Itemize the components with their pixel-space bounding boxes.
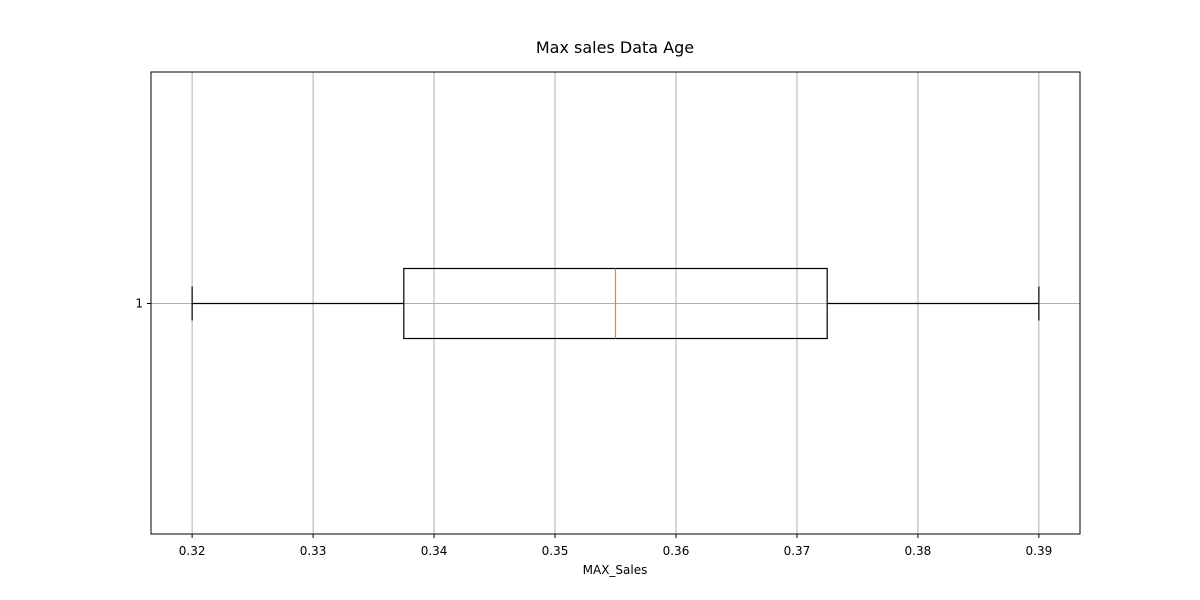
x-tick-label: 0.39 <box>1026 544 1053 558</box>
x-tick-label: 0.37 <box>784 544 811 558</box>
chart-title: Max sales Data Age <box>536 38 694 57</box>
y-tick-label: 1 <box>135 297 143 311</box>
x-tick-label: 0.34 <box>421 544 448 558</box>
x-axis-ticks: 0.32 0.33 0.34 0.35 0.36 0.37 0.38 0.39 <box>179 534 1052 558</box>
y-axis-ticks: 1 <box>135 297 151 311</box>
x-tick-label: 0.33 <box>300 544 327 558</box>
x-tick-label: 0.36 <box>663 544 690 558</box>
x-axis-label: MAX_Sales <box>583 563 648 577</box>
x-tick-label: 0.35 <box>542 544 569 558</box>
x-tick-label: 0.32 <box>179 544 206 558</box>
x-tick-label: 0.38 <box>905 544 932 558</box>
box-layer <box>191 267 1040 340</box>
